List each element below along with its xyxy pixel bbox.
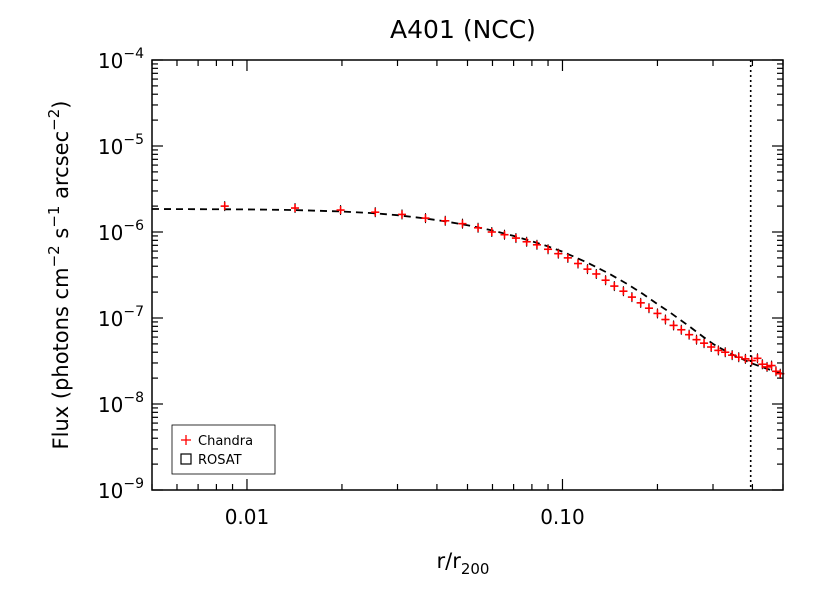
x-axis-label-subscript: 200 [461,560,490,578]
data-point-chandra [291,203,300,214]
data-point-chandra [532,239,541,250]
model-layer [151,208,784,375]
data-point-chandra [753,353,762,364]
plot-frame [151,59,784,491]
y-tick-label: 10−8 [98,390,144,417]
data-point-chandra [574,258,583,269]
y-tick-label: 10−9 [98,476,144,503]
data-point-chandra [441,215,450,226]
legend: Chandra ROSAT [171,424,276,475]
x-tick-label: 0.01 [225,505,270,529]
data-point-chandra [644,303,653,314]
data-points [220,201,785,379]
legend-label: Chandra [198,434,253,449]
y-axis-label: Flux (photons cm−2 s−1 arcsec−2) [45,101,73,450]
y-tick-label: 10−4 [98,46,144,73]
data-point-chandra [685,329,694,340]
tick-labels: 10−9 10−8 10−7 10−6 10−5 10−4 0.01 0.10 [98,46,585,529]
data-point-chandra [728,350,737,361]
data-point-chandra [721,347,730,358]
data-point-chandra [601,275,610,286]
model-fit-curve [151,208,784,375]
data-point-chandra [511,233,520,244]
data-point-chandra [627,292,636,303]
data-point-chandra [458,218,467,229]
axis-ticks [151,59,784,491]
data-point-chandra [592,268,601,279]
x-tick-label: 0.10 [540,505,585,529]
data-point-chandra [554,248,563,259]
y-tick-label: 10−5 [98,132,144,159]
data-point-chandra [421,213,430,224]
data-point-chandra [487,227,496,237]
y-axis-label-part: −1 [45,206,63,228]
data-point-chandra [500,229,509,240]
data-point-chandra [714,345,723,356]
y-tick-label: 10−7 [98,304,144,331]
x-axis-label: r/r200 [437,549,490,578]
data-point-chandra [734,352,743,363]
data-point-chandra [771,366,780,377]
data-point-chandra [677,324,686,335]
data-point-chandra [563,252,572,263]
data-point-chandra [741,353,750,364]
data-point-chandra [583,264,592,275]
data-point-chandra [763,361,772,372]
data-point-chandra [661,314,670,325]
y-axis-label-part: −2 [45,109,63,131]
data-point-chandra [747,355,756,366]
legend-box [171,424,276,475]
data-point-chandra [669,320,678,331]
data-point-chandra [707,342,716,353]
data-point-chandra [522,236,531,247]
data-point-chandra [636,297,645,308]
data-point-chandra [474,222,483,233]
data-point-chandra [758,359,767,370]
data-point-chandra [397,209,406,220]
legend-entry-chandra: Chandra [181,434,253,449]
y-axis-label-part: arcsec [49,131,73,206]
data-point-chandra [619,286,628,297]
legend-label: ROSAT [198,453,242,468]
data-point-chandra [700,338,709,349]
y-axis-label-part: s [49,228,73,246]
data-point-chandra [610,281,619,292]
y-tick-label: 10−6 [98,218,144,245]
data-point-chandra [544,244,553,255]
data-point-chandra [692,334,701,345]
data-point-chandra [767,360,776,371]
y-axis-label-part: −2 [45,245,63,267]
legend-entry-rosat: ROSAT [180,453,242,468]
y-axis-label-part: Flux (photons cm [49,267,73,449]
data-point-chandra [336,205,345,216]
y-axis-label-part: ) [49,101,73,109]
chart-title: A401 (NCC) [390,15,536,44]
data-point-chandra [653,308,662,319]
data-point-chandra [220,201,229,212]
x-axis-label-base: r/r [437,549,462,573]
data-point-chandra [371,207,380,218]
